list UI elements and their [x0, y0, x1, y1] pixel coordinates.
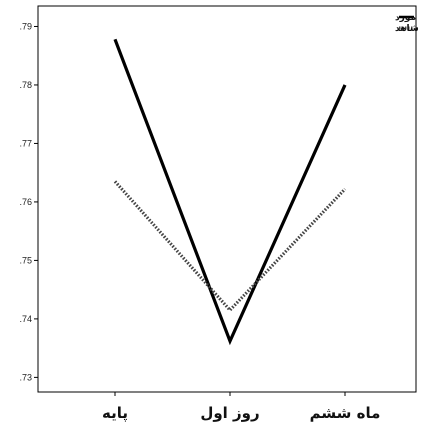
y-tick-label: .74 [19, 314, 32, 324]
x-category-label: ماه ششم [310, 404, 381, 422]
y-tick-label: .79 [19, 21, 32, 31]
y-tick-label: .78 [19, 80, 32, 90]
y-tick-label: .77 [19, 138, 32, 148]
legend-label: مورد [395, 13, 416, 23]
y-tick-label: .76 [19, 197, 32, 207]
y-tick-label: .73 [19, 372, 32, 382]
series-line-control [113, 180, 347, 313]
series-line-case [113, 38, 347, 346]
x-category-label: پایه [102, 404, 128, 423]
y-tick-label: .75 [19, 255, 32, 265]
plot-frame [37, 5, 417, 393]
series-layer [113, 38, 347, 346]
y-axis: .73 .74 .75 .76 .77 .78 .79 [19, 21, 38, 382]
x-category-label: روز اول [200, 404, 259, 422]
legend-label: شاهد [395, 24, 419, 34]
x-axis: پایه روز اول ماه ششم [102, 392, 380, 423]
